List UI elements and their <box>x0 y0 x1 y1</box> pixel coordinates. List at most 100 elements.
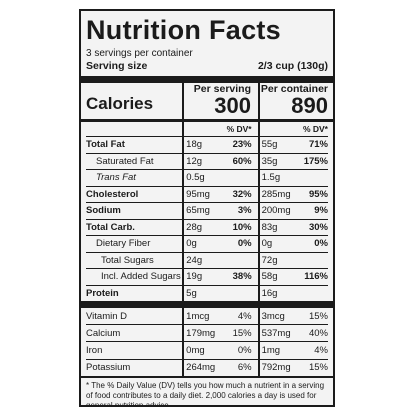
nutrient-dv: 71% <box>308 139 328 151</box>
nutrient-dv: 23% <box>232 139 252 151</box>
nutrient-amount: 35g <box>261 155 278 167</box>
nutrient-amount: 200mg <box>261 205 291 217</box>
nutrient-amount: 264mg <box>186 362 216 374</box>
column-divider-1 <box>182 83 184 376</box>
nutrient-amount: 1.5g <box>261 172 281 184</box>
nutrient-amount: 83g <box>261 221 278 233</box>
nutrient-amount: 58g <box>261 271 278 283</box>
medium-divider <box>81 119 333 122</box>
nutrient-amount: 16g <box>261 287 278 299</box>
per-container-label: Per container <box>260 83 328 95</box>
nutrient-dv: 9% <box>314 205 328 217</box>
nutrient-name: Protein <box>86 287 119 299</box>
per-serving-column: Per serving 300 <box>180 83 256 119</box>
per-serving-cell: 5g <box>181 288 256 299</box>
nutrient-row: Dietary Fiber 0g 0% 0g 0% <box>86 235 328 252</box>
per-container-cell: 200mg 9% <box>257 205 328 216</box>
nutrient-name: Vitamin D <box>86 310 128 322</box>
nutrient-amount: 55g <box>261 139 278 151</box>
nutrient-name: Potassium <box>86 362 131 374</box>
nutrient-rows: Total Fat 18g 23% 55g 71% Saturated Fat 12g 60%… <box>86 136 328 301</box>
per-serving-cell: 264mg 6% <box>181 362 256 373</box>
nutrient-row: Calcium 179mg 15% 537mg 40% <box>86 324 328 341</box>
per-serving-cell: 24g <box>181 255 256 266</box>
per-serving-cell: 95mg 32% <box>181 189 256 200</box>
per-container-cell: 285mg 95% <box>257 189 328 200</box>
nutrient-dv: 38% <box>232 271 252 283</box>
calories-label: Calories <box>86 94 154 113</box>
nutrient-row: Iron 0mg 0% 1mg 4% <box>86 341 328 358</box>
nutrient-amount: 19g <box>186 271 203 283</box>
nutrient-row: Cholesterol 95mg 32% 285mg 95% <box>86 185 328 203</box>
nutrient-amount: 792mg <box>261 362 291 374</box>
nutrient-row: Sodium 65mg 3% 200mg 9% <box>86 202 328 219</box>
servings-per-container: 3 servings per container <box>86 48 193 59</box>
calories-per-container: 890 <box>291 93 328 118</box>
vitamin-rows: Vitamin D 1mcg 4% 3mcg 15% Calcium 179mg 15% 537… <box>86 308 328 376</box>
per-container-cell: 58g 116% <box>257 271 328 282</box>
nutrient-row: Saturated Fat 12g 60% 35g 175% <box>86 152 328 170</box>
nutrient-name: Dietary Fiber <box>96 238 151 250</box>
nutrient-dv: 0% <box>237 238 252 250</box>
nutrient-amount: 12g <box>186 155 203 167</box>
nutrient-row: Total Sugars 24g 72g <box>86 251 328 269</box>
nutrient-dv: 6% <box>237 362 252 374</box>
nutrient-dv: 0% <box>237 344 252 356</box>
nutrient-name: Iron <box>86 344 103 356</box>
nutrient-dv: 4% <box>237 310 252 322</box>
nutrient-amount: 0g <box>261 238 273 250</box>
per-container-cell: 537mg 40% <box>257 328 328 339</box>
nutrient-amount: 0g <box>186 238 197 250</box>
nutrient-amount: 0mg <box>186 344 205 356</box>
nutrient-dv: 30% <box>308 221 328 233</box>
per-serving-cell: 179mg 15% <box>181 328 256 339</box>
nutrient-name: Trans Fat <box>96 172 136 184</box>
nutrient-dv: 4% <box>314 344 328 356</box>
nutrient-dv: 0% <box>314 238 328 250</box>
nutrient-dv: 3% <box>237 205 252 217</box>
nutrient-dv: 60% <box>232 155 252 167</box>
nutrient-dv: 15% <box>308 310 328 322</box>
per-container-cell: 83g 30% <box>257 222 328 233</box>
per-container-cell: 16g <box>257 288 328 299</box>
per-container-cell: 72g <box>257 255 328 266</box>
per-container-cell: 792mg 15% <box>257 362 328 373</box>
nutrient-dv: 32% <box>232 188 252 200</box>
nutrient-amount: 3mcg <box>261 310 285 322</box>
nutrient-amount: 1mg <box>261 344 281 356</box>
per-container-cell: 3mcg 15% <box>257 311 328 322</box>
nutrient-row: Protein 5g 16g <box>86 284 328 302</box>
nutrient-dv: 15% <box>232 327 252 339</box>
per-container-cell: 35g 175% <box>257 156 328 167</box>
serving-size-label: Serving size <box>86 60 148 72</box>
per-serving-cell: 1mcg 4% <box>181 311 256 322</box>
per-container-cell: 1mg 4% <box>257 345 328 356</box>
nutrient-name: Total Sugars <box>101 254 154 266</box>
per-serving-cell: 0g 0% <box>181 238 256 249</box>
nutrient-amount: 24g <box>186 254 203 266</box>
dv-header-row: % DV* % DV* <box>86 122 328 136</box>
per-serving-cell: 18g 23% <box>181 139 256 150</box>
nutrient-amount: 28g <box>186 221 203 233</box>
nutrient-row: Incl. Added Sugars 19g 38% 58g 116% <box>86 268 328 285</box>
per-container-cell: 1.5g <box>257 172 328 183</box>
calories-row: Calories Per serving 300 Per container 8… <box>86 83 328 119</box>
footnote: * The % Daily Value (DV) tells you how m… <box>81 375 333 405</box>
per-serving-cell: 19g 38% <box>181 271 256 282</box>
per-serving-cell: 0mg 0% <box>181 345 256 356</box>
nutrient-amount: 179mg <box>186 327 216 339</box>
thick-divider <box>81 76 333 83</box>
nutrient-row: Total Carb. 28g 10% 83g 30% <box>86 218 328 236</box>
nutrient-grid: Calories Per serving 300 Per container 8… <box>81 83 333 376</box>
serving-size-value: 2/3 cup (130g) <box>257 60 328 72</box>
nutrient-amount: 5g <box>186 287 197 299</box>
dv-header-container: % DV* <box>302 124 328 134</box>
nutrient-dv: 40% <box>308 327 328 339</box>
nutrient-dv: 15% <box>308 362 328 374</box>
column-divider-2 <box>258 83 260 376</box>
nutrient-name: Calcium <box>86 327 121 339</box>
nutrient-dv: 95% <box>308 188 328 200</box>
nutrient-name: Total Carb. <box>86 221 135 233</box>
nutrient-amount: 0.5g <box>186 172 205 184</box>
nutrient-row: Total Fat 18g 23% 55g 71% <box>86 136 328 153</box>
